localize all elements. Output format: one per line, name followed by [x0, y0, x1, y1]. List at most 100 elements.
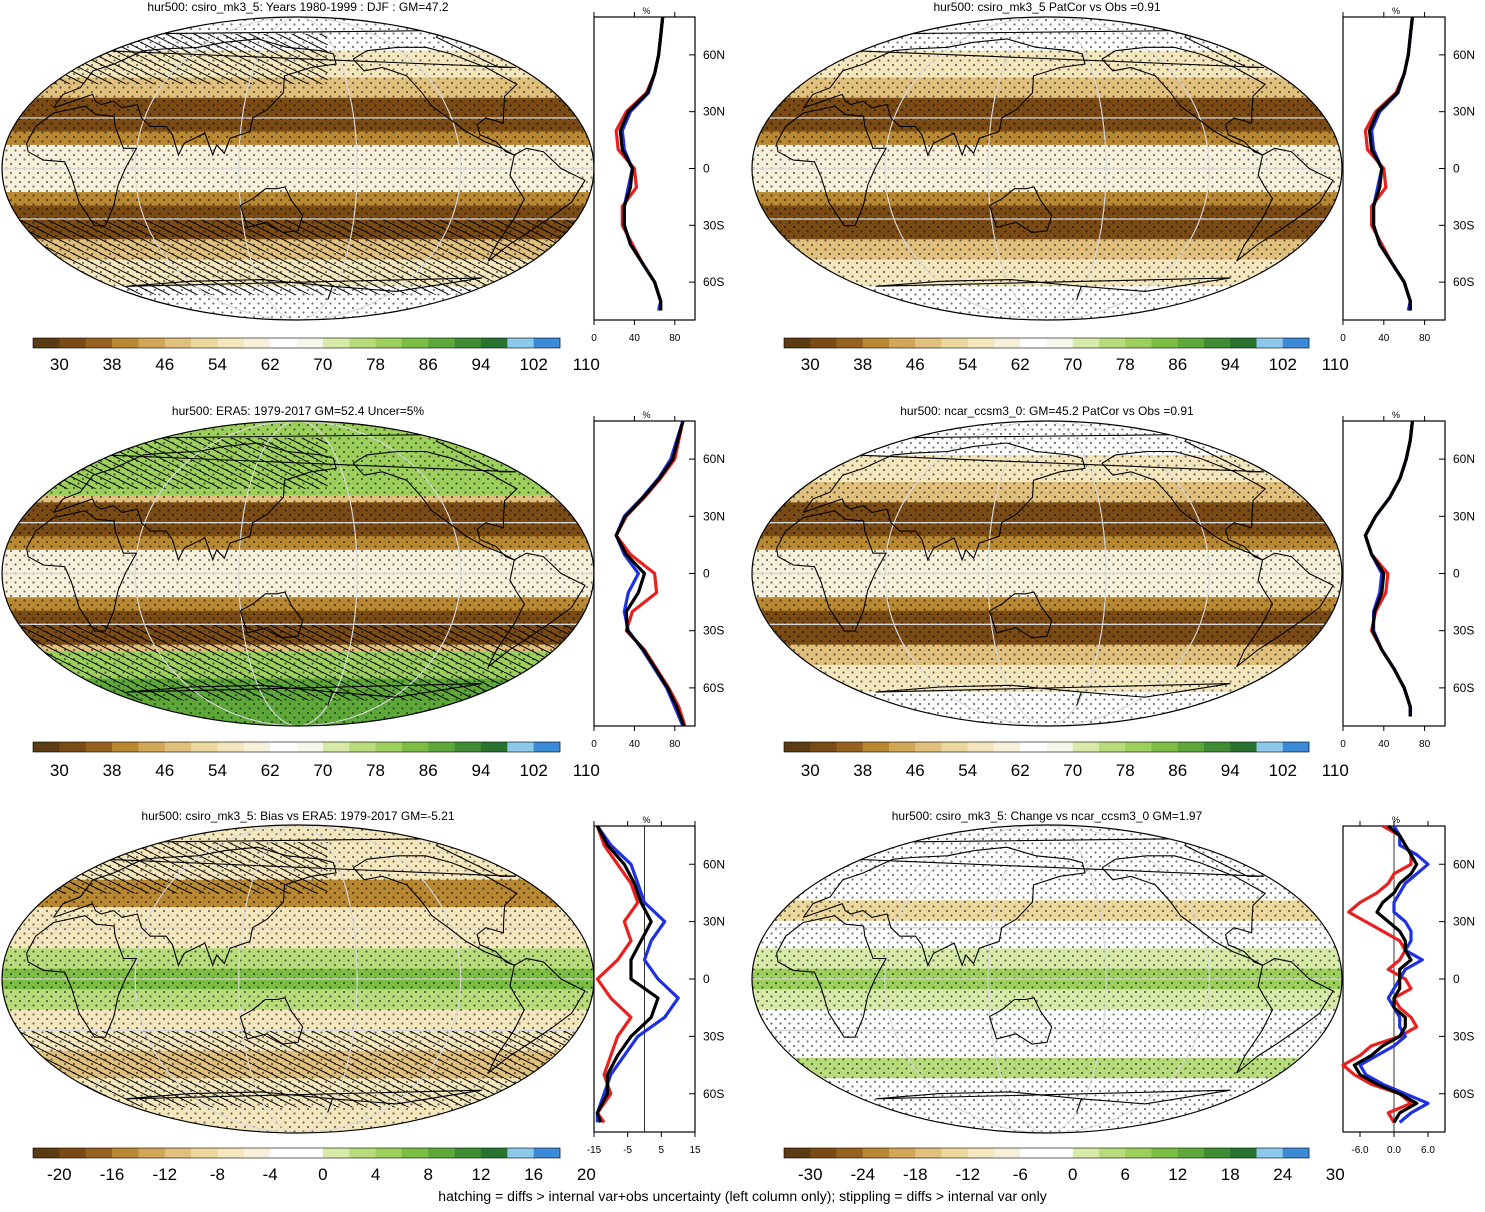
lat-tick-label: 30S: [703, 218, 724, 232]
colorbar-swatch: [862, 338, 890, 348]
profile-line-black: [614, 420, 686, 727]
colorbar-swatch: [533, 338, 561, 348]
colorbar-swatch: [85, 1148, 113, 1158]
colorbar-swatch: [1046, 1148, 1074, 1158]
colorbar-label: -20: [47, 1165, 72, 1184]
colorbar-swatch: [1230, 742, 1257, 752]
coastline: [1101, 450, 1267, 561]
colorbar-swatch: [112, 1148, 139, 1158]
lat-tick-label: 60S: [703, 681, 724, 695]
x-tick-label: 0: [591, 333, 597, 344]
profile-unit: %: [642, 6, 650, 16]
coastline: [52, 442, 337, 562]
colorbar-swatch: [322, 742, 350, 752]
colorbar-label: 70: [313, 355, 332, 374]
coastline: [126, 1089, 483, 1113]
colorbar-swatch: [33, 338, 60, 348]
colorbar-swatch: [889, 742, 916, 752]
colorbar-swatch: [994, 1148, 1021, 1158]
zonal-profile: % 0 40 80 60N 30N 0 30S 60S: [1340, 410, 1475, 750]
lat-tick-label: 30S: [1453, 1029, 1474, 1043]
zonal-profile: % -15 -5 5 15 60N 30N 0 30S 60S: [587, 815, 725, 1156]
graticule-meridian: [134, 421, 462, 726]
colorbar-swatch: [1125, 1148, 1152, 1158]
coastline: [1236, 552, 1334, 668]
coastline: [487, 957, 586, 1074]
colorbar-swatch: [1046, 338, 1074, 348]
coastline: [988, 591, 1053, 639]
colorbar-swatch: [375, 1148, 403, 1158]
colorbar-swatch: [138, 742, 166, 752]
colorbar-swatch: [112, 742, 139, 752]
panel-2: hur500: csiro_mk3_5 PatCor vs Obs =0.91 3…: [751, 0, 1475, 374]
colorbar-swatch: [1046, 742, 1074, 752]
map-border: [751, 16, 1343, 321]
lat-tick-label: 60N: [703, 452, 725, 466]
lat-tick-label: 60N: [1453, 857, 1475, 871]
colorbar-swatch: [862, 742, 890, 752]
colorbar-swatch: [784, 338, 811, 348]
colorbar-swatch: [1099, 742, 1126, 752]
colorbar-label: 86: [419, 761, 438, 780]
colorbar-swatch: [1256, 1148, 1284, 1158]
panel-1: hur500: csiro_mk3_5: Years 1980-1999 : D…: [1, 0, 725, 374]
colorbar-swatch: [1204, 1148, 1231, 1158]
profile-unit: %: [642, 815, 650, 825]
colorbar-frame: [783, 337, 1310, 349]
colorbar-swatch: [810, 1148, 837, 1158]
coastline: [487, 552, 586, 668]
colorbar-label: 70: [1063, 761, 1082, 780]
colorbar-label: -30: [798, 1165, 823, 1184]
colorbar-label: -6: [1013, 1165, 1028, 1184]
profile-line-black: [1363, 420, 1414, 717]
hatching: [2, 33, 328, 85]
profile-line-black: [595, 825, 660, 1123]
graticule-meridian: [884, 17, 1210, 320]
colorbar: 30 38 46 54 62 70 78 86 94 102 110: [32, 741, 600, 780]
panel-title: hur500: csiro_mk3_5: Years 1980-1999 : D…: [147, 0, 448, 14]
x-tick-label: 0.0: [1387, 1145, 1401, 1156]
lat-tick-label: 0: [1453, 972, 1460, 986]
colorbar-swatch: [507, 1148, 534, 1158]
profile-line-black: [1352, 824, 1419, 1124]
lat-tick-label: 60S: [703, 275, 724, 289]
lat-tick-label: 0: [703, 972, 710, 986]
coastline: [875, 683, 1231, 706]
map: [2, 825, 594, 1133]
colorbar-swatch: [59, 1148, 86, 1158]
map-border: [751, 420, 1343, 727]
graticule-meridian: [134, 17, 462, 320]
lat-tick-label: 30S: [1453, 624, 1474, 638]
colorbar-label: 30: [1326, 1165, 1345, 1184]
lat-tick-label: 60S: [1453, 1087, 1474, 1101]
colorbar-swatch: [112, 338, 139, 348]
colorbar-swatch: [1177, 1148, 1205, 1158]
colorbar-label: 62: [1011, 355, 1030, 374]
colorbar-label: 46: [155, 761, 174, 780]
colorbar-swatch: [480, 338, 508, 348]
colorbar-swatch: [454, 1148, 482, 1158]
lat-tick-label: 30S: [1453, 218, 1474, 232]
colorbar-swatch: [836, 742, 864, 752]
colorbar-label: -24: [850, 1165, 875, 1184]
x-tick-label: -5: [623, 1145, 632, 1156]
x-tick-label: 40: [1378, 333, 1390, 344]
colorbar-swatch: [1020, 742, 1047, 752]
colorbar-label: 110: [1322, 355, 1349, 374]
colorbar-swatch: [85, 338, 113, 348]
panel-title: hur500: csiro_mk3_5: Bias vs ERA5: 1979-…: [141, 809, 454, 823]
colorbar-swatch: [810, 742, 837, 752]
colorbar-label: 24: [1273, 1165, 1292, 1184]
colorbar-swatch: [941, 1148, 969, 1158]
colorbar-label: 46: [906, 355, 925, 374]
colorbar-label: 38: [853, 761, 872, 780]
coastline: [776, 105, 887, 227]
colorbar-swatch: [1151, 742, 1179, 752]
colorbar-swatch: [1072, 338, 1100, 348]
profile-line-red: [1341, 824, 1419, 1124]
colorbar-swatch: [480, 742, 508, 752]
x-tick-label: 0: [1340, 739, 1346, 750]
coastline: [1101, 46, 1267, 156]
colorbar-swatch: [217, 742, 245, 752]
